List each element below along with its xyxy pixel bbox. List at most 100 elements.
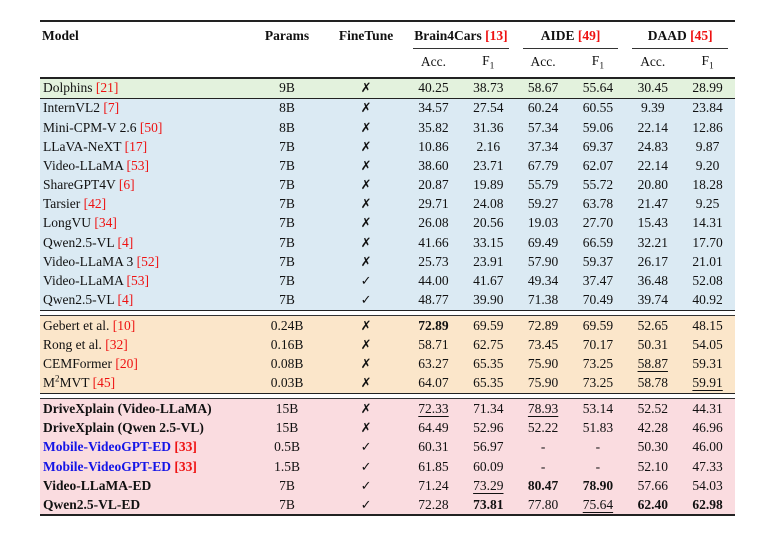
value-cell: 26.17 — [625, 252, 680, 271]
model-citation: [52] — [136, 253, 160, 269]
value-cell: - — [571, 457, 626, 476]
value-cell: 61.85 — [406, 457, 461, 476]
finetune-cross-icon: ✗ — [360, 196, 372, 212]
finetune-check-icon: ✓ — [360, 458, 372, 474]
value-cell: 32.21 — [625, 233, 680, 252]
value-cell: 57.66 — [625, 476, 680, 495]
value-cell: 9.87 — [680, 137, 735, 156]
metric-value: 21.47 — [637, 196, 668, 212]
params-cell: 8B — [279, 100, 295, 116]
metric-value: 80.47 — [527, 477, 559, 493]
params-cell: 0.24B — [270, 317, 304, 333]
model-name: Mini-CPM-V 2.6 — [43, 119, 137, 135]
section-orange: Gebert et al. [10] 0.24B ✗ 72.89 69.59 72.89 6… — [40, 315, 735, 394]
value-cell: 39.90 — [461, 291, 516, 311]
value-cell: 75.90 — [516, 355, 571, 374]
metric-value: 27.54 — [473, 100, 504, 116]
value-cell: 9.20 — [680, 156, 735, 175]
value-cell: 41.67 — [461, 271, 516, 290]
table-row: Qwen2.5-VL-ED 7B ✓ 72.28 73.81 77.80 75.64 62.4… — [40, 495, 735, 515]
params-cell: 7B — [279, 215, 295, 231]
metric-value: 40.92 — [692, 292, 723, 308]
value-cell: 80.47 — [516, 476, 571, 495]
value-cell: 12.86 — [680, 118, 735, 137]
metric-value: 15.43 — [637, 215, 668, 231]
metric-value: 10.86 — [418, 138, 449, 154]
section-pink: DriveXplain (Video-LLaMA) 15B ✗ 72.33 71.34 7… — [40, 398, 735, 516]
params-cell: 7B — [279, 253, 295, 269]
params-cell: 7B — [279, 177, 295, 193]
value-cell: 78.93 — [516, 399, 571, 419]
finetune-check-icon: ✓ — [360, 292, 372, 308]
value-cell: 29.71 — [406, 195, 461, 214]
model-cell: Qwen2.5-VL [4] — [40, 233, 248, 252]
model-cell: Dolphins [21] — [40, 78, 248, 99]
model-citation: [21] — [95, 80, 119, 96]
value-cell: 38.60 — [406, 156, 461, 175]
value-cell: 41.66 — [406, 233, 461, 252]
model-citation: [17] — [124, 138, 148, 154]
model-cell: DriveXplain (Video-LLaMA) — [40, 399, 248, 419]
metric-value: 26.17 — [637, 253, 668, 269]
metric-value: 75.90 — [527, 356, 559, 372]
value-cell: 54.05 — [680, 335, 735, 354]
finetune-cross-icon: ✗ — [360, 317, 372, 333]
metric-value: 25.73 — [418, 253, 449, 269]
value-cell: 73.25 — [571, 355, 626, 374]
metric-value: 20.87 — [418, 177, 449, 193]
value-cell: 9.25 — [680, 195, 735, 214]
col-header-brain4cars: Brain4Cars [13] — [406, 21, 516, 49]
col-header-aide: AIDE [49] — [516, 21, 626, 49]
value-cell: 59.91 — [680, 374, 735, 394]
metric-value: 52.10 — [637, 458, 668, 474]
value-cell: 21.47 — [625, 195, 680, 214]
value-cell: 60.24 — [516, 98, 571, 118]
metric-value: 65.35 — [473, 356, 504, 372]
metric-value: 23.71 — [473, 157, 504, 173]
model-name: Video-LLaMA 3 — [43, 253, 134, 269]
model-citation: [4] — [117, 292, 134, 308]
finetune-cross-icon: ✗ — [360, 337, 372, 352]
model-cell: DriveXplain (Qwen 2.5-VL) — [40, 419, 248, 438]
metric-value: 39.74 — [637, 292, 668, 308]
results-table: Model Params FineTune Brain4Cars [13] AI… — [40, 20, 735, 517]
metric-value: 73.25 — [582, 375, 614, 391]
model-name: M2MVT — [43, 373, 90, 391]
metric-value: 32.21 — [637, 234, 668, 250]
metric-value: 59.31 — [692, 356, 723, 372]
header-row-metrics: Acc. F1 Acc. F1 Acc. F1 — [40, 49, 735, 78]
model-citation: [42] — [83, 196, 107, 212]
value-cell: 59.06 — [571, 118, 626, 137]
table-row: CEMFormer [20] 0.08B ✗ 63.27 65.35 75.90 73.25… — [40, 355, 735, 374]
params-cell: 7B — [279, 234, 295, 250]
value-cell: 58.78 — [625, 374, 680, 394]
metric-value: 60.55 — [582, 100, 614, 116]
finetune-cross-icon: ✗ — [360, 375, 372, 391]
value-cell: 77.80 — [516, 495, 571, 515]
value-cell: - — [516, 438, 571, 457]
value-cell: 65.35 — [461, 374, 516, 394]
table-row: DriveXplain (Video-LLaMA) 15B ✗ 72.33 71.34 7… — [40, 399, 735, 419]
table-row: LongVU [34] 7B ✗ 26.08 20.56 19.03 27.70 15.43 1… — [40, 214, 735, 233]
params-cell: 7B — [279, 157, 295, 173]
metric-value: 23.91 — [473, 253, 504, 269]
metric-value: 63.78 — [582, 196, 614, 212]
finetune-cross-icon: ✗ — [360, 177, 372, 193]
value-cell: 52.96 — [461, 419, 516, 438]
metric-value: 12.86 — [692, 119, 723, 135]
col-header-params: Params — [264, 28, 310, 43]
metric-value: - — [595, 458, 601, 474]
metric-value: 48.15 — [692, 317, 723, 333]
value-cell: 62.40 — [625, 495, 680, 515]
metric-value: 60.31 — [418, 439, 449, 455]
value-cell: 39.74 — [625, 291, 680, 311]
value-cell: 27.54 — [461, 98, 516, 118]
model-citation: [32] — [105, 337, 128, 352]
value-cell: 52.08 — [680, 271, 735, 290]
value-cell: 20.56 — [461, 214, 516, 233]
dataset-citation: [45] — [690, 28, 713, 43]
table-row: DriveXplain (Qwen 2.5-VL) 15B ✗ 64.49 52.96 5… — [40, 419, 735, 438]
metric-value: 71.24 — [418, 477, 449, 493]
metric-value: 57.90 — [527, 253, 559, 269]
